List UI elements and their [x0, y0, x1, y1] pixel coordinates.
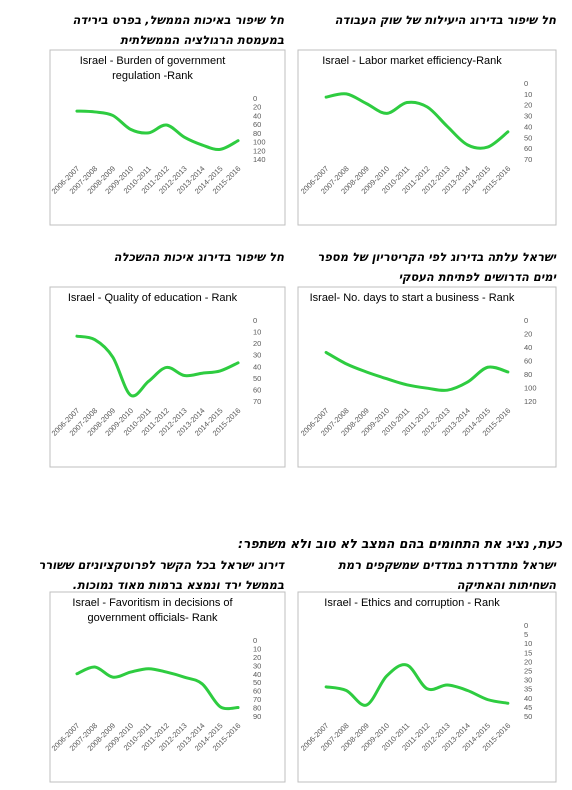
chart: Israel - Ethics and corruption - Rank051… [297, 591, 557, 783]
chart-frame [49, 591, 286, 783]
y-tick-label: 20 [253, 653, 261, 662]
y-tick-label: 50 [253, 678, 261, 687]
chart: Israel- No. days to start a business - R… [297, 286, 557, 468]
y-tick-label: 120 [524, 397, 537, 406]
y-tick-label: 0 [253, 636, 257, 645]
chart-frame [49, 49, 286, 226]
y-tick-label: 70 [253, 397, 261, 406]
chart: Israel - Labor market efficiency-Rank 0 10… [297, 49, 557, 226]
y-tick-label: 50 [253, 374, 261, 383]
heading: חל שיפור בדירוג איכות ההשכלה [114, 247, 284, 267]
heading-line: ימים הדרושים לפתיחת העסקי [398, 270, 556, 284]
y-tick-label: 0 [253, 316, 257, 325]
y-tick-label: 50 [524, 133, 532, 142]
line-series [75, 334, 240, 398]
heading-line: חל שיפור בדירוג איכות ההשכלה [113, 250, 284, 264]
y-tick-label: 0 [524, 316, 528, 325]
chart-title: regulation -Rank [112, 70, 193, 82]
y-tick-label: 25 [524, 667, 532, 676]
y-tick-label: 30 [253, 351, 261, 360]
chart: Israel - Favoritism in decisions of gover… [49, 591, 286, 783]
chart-title: Israel - Labor market efficiency-Rank [322, 55, 502, 67]
y-tick-label: 60 [253, 120, 261, 129]
y-tick-label: 40 [524, 694, 532, 703]
heading: ישראל עלתה בדירוג לפי הקריטריון של מספר י… [317, 247, 556, 287]
chart-title: Israel - Favoritism in decisions of [72, 597, 233, 609]
y-tick-label: 10 [253, 328, 261, 337]
y-tick-label: 10 [524, 639, 532, 648]
y-tick-label: 70 [524, 155, 532, 164]
separator: כעת, נציג את התחומים בהם המצב לא טוב ולא… [237, 536, 562, 551]
y-tick-label: 60 [524, 357, 532, 366]
y-tick-label: 80 [524, 370, 532, 379]
chart: Israel - Quality of education - Rank 0 10 2… [49, 286, 286, 468]
y-tick-label: 35 [524, 685, 532, 694]
line-series [75, 665, 240, 711]
y-tick-label: 90 [253, 712, 261, 721]
y-tick-label: 10 [524, 90, 532, 99]
y-tick-label: 20 [253, 103, 261, 112]
y-tick-label: 60 [524, 144, 532, 153]
y-tick-label: 15 [524, 648, 532, 657]
heading: חל שיפור באיכות הממשל, בפרט בירידה במעמסת… [72, 10, 284, 50]
y-tick-label: 10 [253, 644, 261, 653]
y-tick-label: 20 [253, 339, 261, 348]
line-series [75, 109, 240, 152]
y-tick-label: 45 [524, 703, 532, 712]
y-tick-label: 0 [524, 79, 528, 88]
chart-frame [49, 286, 286, 468]
line-series [324, 663, 510, 707]
y-tick-label: 140 [253, 155, 266, 164]
heading: דירוג ישראל בכל הקשר לפרוטקציוניזם ששורר… [38, 555, 284, 595]
y-tick-label: 40 [253, 362, 261, 371]
y-tick-label: 0 [253, 94, 257, 103]
y-tick-label: 60 [253, 385, 261, 394]
heading-line: השחיתות והאתיקה [456, 578, 556, 592]
y-tick-label: 40 [253, 111, 261, 120]
y-tick-label: 30 [524, 112, 532, 121]
chart-title: Israel - Burden of government [80, 55, 226, 67]
chart-title: Israel - Ethics and corruption - Rank [324, 597, 500, 609]
chart-title: Israel - Quality of education - Rank [68, 292, 238, 304]
heading: חל שיפור בדירוג היעילות של שוק העבודה [335, 10, 556, 30]
y-tick-label: 40 [253, 670, 261, 679]
chart-frame [297, 49, 557, 226]
y-tick-label: 120 [253, 146, 266, 155]
heading-line: חל שיפור באיכות הממשל, בפרט בירידה [72, 13, 284, 27]
line-series [324, 92, 510, 150]
heading: ישראל מתדרדרת במדדים שמשקפים רמת השחיתות … [338, 555, 556, 595]
y-tick-label: 100 [524, 384, 537, 393]
y-tick-label: 20 [524, 101, 532, 110]
heading-line: ישראל עלתה בדירוג לפי הקריטריון של מספר [317, 250, 556, 264]
y-tick-label: 100 [253, 138, 266, 147]
chart: Israel - Burden of government regulation … [49, 49, 286, 226]
chart-title: government officials- Rank [87, 612, 218, 624]
heading-line: בממשל ירד ונמצא ברמות מאוד נמוכות. [72, 578, 284, 592]
chart-frame [297, 286, 557, 468]
y-tick-label: 20 [524, 330, 532, 339]
y-tick-label: 80 [253, 129, 261, 138]
line-series [324, 350, 510, 392]
y-tick-label: 70 [253, 695, 261, 704]
y-tick-label: 5 [524, 630, 528, 639]
y-tick-label: 60 [253, 687, 261, 696]
y-tick-label: 20 [524, 657, 532, 666]
y-tick-label: 40 [524, 343, 532, 352]
y-tick-label: 80 [253, 704, 261, 713]
y-tick-label: 40 [524, 122, 532, 131]
heading-line: ישראל מתדרדרת במדדים שמשקפים רמת [338, 558, 556, 572]
heading-line: חל שיפור בדירוג היעילות של שוק העבודה [334, 13, 556, 27]
y-tick-label: 50 [524, 712, 532, 721]
y-tick-label: 30 [253, 661, 261, 670]
heading-line: במעמסת הרגולציה הממשלתית [120, 33, 284, 47]
heading-line: דירוג ישראל בכל הקשר לפרוטקציוניזם ששורר [38, 558, 284, 572]
y-tick-label: 0 [524, 621, 528, 630]
chart-title: Israel- No. days to start a business - R… [310, 292, 515, 304]
y-tick-label: 30 [524, 676, 532, 685]
